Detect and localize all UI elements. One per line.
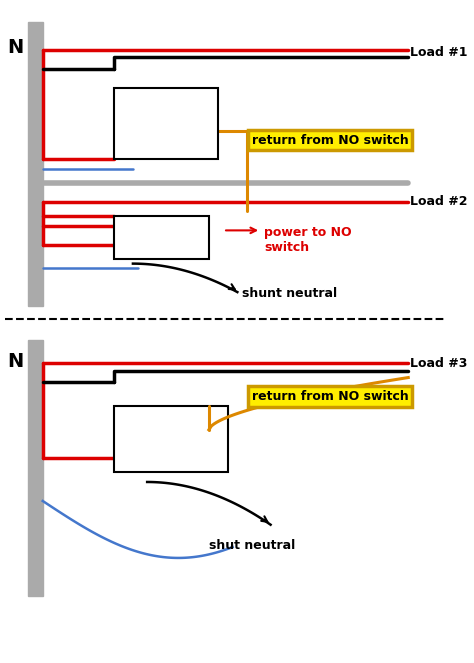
Text: N: N xyxy=(8,38,24,56)
Text: shut neutral: shut neutral xyxy=(209,539,295,552)
Bar xyxy=(114,216,209,259)
Bar xyxy=(28,339,43,596)
Text: power to NO
switch: power to NO switch xyxy=(264,225,352,254)
Bar xyxy=(28,21,43,306)
Bar xyxy=(114,406,228,473)
Text: return from NO switch: return from NO switch xyxy=(252,134,408,147)
Text: shunt neutral: shunt neutral xyxy=(242,287,337,300)
Text: return from NO switch: return from NO switch xyxy=(252,390,408,403)
Text: Load #1: Load #1 xyxy=(410,46,468,60)
Text: N: N xyxy=(8,352,24,371)
Bar xyxy=(114,88,219,159)
Text: Load #3: Load #3 xyxy=(410,357,467,370)
Text: Load #2: Load #2 xyxy=(410,196,468,208)
